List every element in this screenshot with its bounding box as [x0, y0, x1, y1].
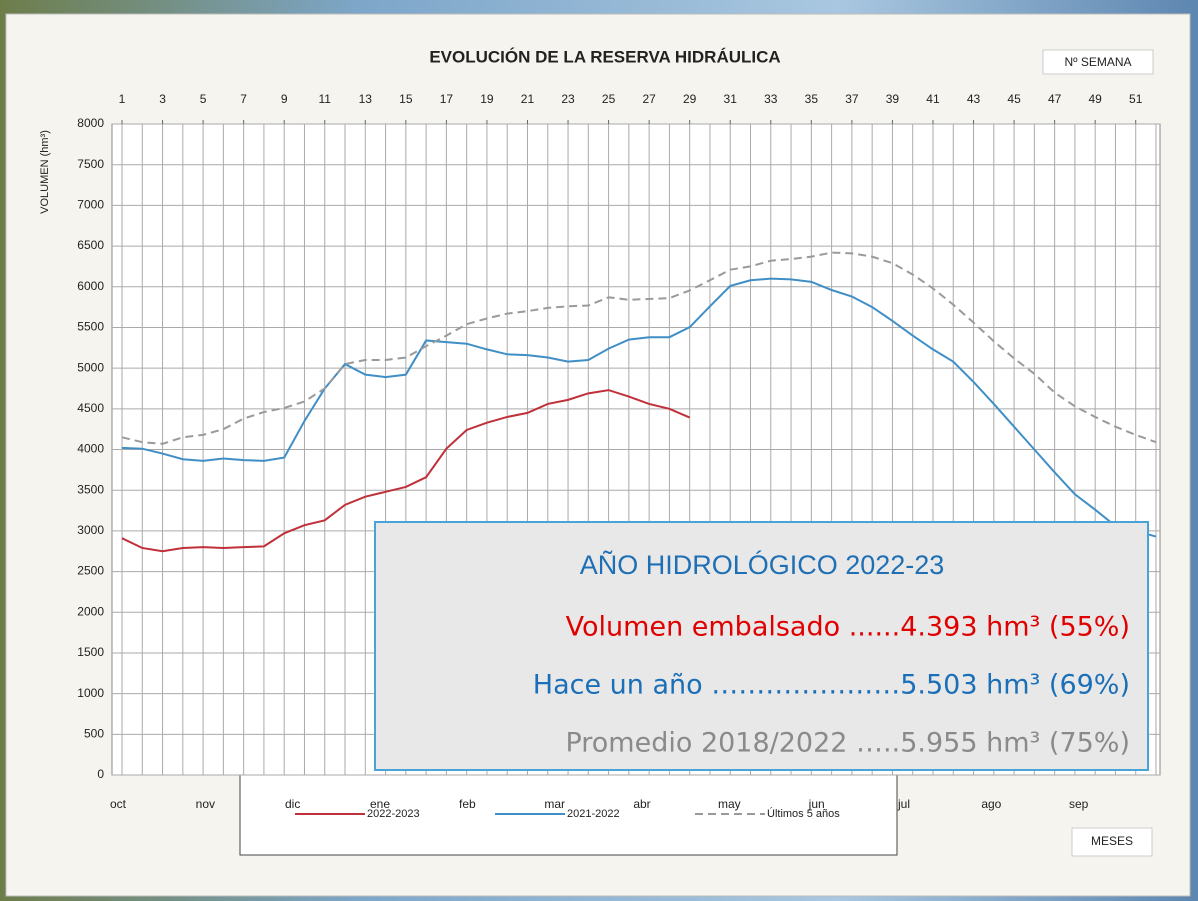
info-box: AÑO HIDROLÓGICO 2022-23 Volumen embalsado…: [374, 521, 1149, 771]
y-axis-label: VOLUMEN (hm³): [39, 130, 51, 214]
x-tick-label: 19: [480, 92, 494, 106]
y-tick-label: 6000: [77, 279, 104, 293]
months-label: MESES: [1091, 834, 1133, 848]
month-label: feb: [459, 797, 476, 811]
x-tick-label: 29: [683, 92, 697, 106]
info-line: Promedio 2018/2022 …..5.955 hm³ (75%): [565, 728, 1130, 759]
x-tick-label: 23: [561, 92, 575, 106]
x-tick-label: 41: [926, 92, 940, 106]
info-box-frame: [374, 521, 1149, 771]
x-tick-label: 35: [805, 92, 819, 106]
x-tick-label: 31: [724, 92, 738, 106]
info-line: Hace un año …………………5.503 hm³ (69%): [533, 670, 1130, 701]
y-tick-label: 1500: [77, 645, 104, 659]
month-label: ago: [981, 797, 1001, 811]
y-tick-label: 6500: [77, 238, 104, 252]
month-label: nov: [196, 797, 215, 811]
y-tick-label: 4500: [77, 401, 104, 415]
month-label: jun: [808, 797, 825, 811]
series-line: [121, 251, 1157, 445]
chart-title: EVOLUCIÓN DE LA RESERVA HIDRÁULICA: [429, 47, 780, 66]
x-tick-label: 51: [1129, 92, 1143, 106]
x-tick-label: 49: [1088, 92, 1102, 106]
months-label-box: [1071, 827, 1153, 857]
month-label: mar: [544, 797, 565, 811]
y-tick-label: 5000: [77, 360, 104, 374]
month-label: jul: [897, 797, 910, 811]
x-tick-label: 9: [281, 92, 288, 106]
x-axis-label: Nº SEMANA: [1064, 55, 1131, 69]
info-line: Volumen embalsado ......4.393 hm³ (55%): [566, 612, 1130, 643]
y-tick-label: 5500: [77, 320, 104, 334]
x-tick-label: 21: [521, 92, 535, 106]
month-label: oct: [110, 797, 127, 811]
y-tick-label: 3000: [77, 523, 104, 537]
legend-label: 2022-2023: [367, 808, 420, 820]
x-tick-label: 11: [319, 92, 332, 106]
y-tick-label: 7000: [77, 198, 104, 212]
x-tick-label: 33: [764, 92, 778, 106]
month-label: sep: [1069, 797, 1089, 811]
x-tick-label: 27: [642, 92, 656, 106]
x-tick-label: 13: [359, 92, 373, 106]
y-tick-label: 0: [97, 767, 104, 781]
x-tick-label: 1: [119, 92, 126, 106]
legend-label: Últimos 5 años: [767, 807, 840, 820]
x-tick-label: 3: [159, 92, 166, 106]
month-label: dic: [285, 797, 300, 811]
series-line: [121, 389, 691, 553]
x-tick-label: 45: [1007, 92, 1021, 106]
x-tick-label: 25: [602, 92, 616, 106]
x-tick-label: 39: [886, 92, 900, 106]
x-tick-label: 17: [440, 92, 454, 106]
x-tick-label: 47: [1048, 92, 1062, 106]
month-label: may: [718, 797, 741, 811]
y-tick-label: 4000: [77, 442, 104, 456]
y-tick-label: 2500: [77, 564, 104, 578]
legend-label: 2021-2022: [567, 808, 620, 820]
y-tick-label: 500: [84, 726, 104, 740]
x-tick-label: 43: [967, 92, 981, 106]
y-tick-label: 8000: [77, 116, 104, 130]
series-line: [121, 277, 1157, 538]
x-axis-label-box: [1042, 49, 1154, 75]
x-tick-label: 37: [845, 92, 859, 106]
info-title: AÑO HIDROLÓGICO 2022-23: [580, 549, 945, 580]
y-tick-label: 3500: [77, 482, 104, 496]
month-label: abr: [633, 797, 650, 811]
y-tick-label: 2000: [77, 604, 104, 618]
y-tick-label: 1000: [77, 686, 104, 700]
month-label: ene: [370, 797, 390, 811]
x-tick-label: 5: [200, 92, 207, 106]
x-tick-label: 7: [240, 92, 247, 106]
x-tick-label: 15: [399, 92, 413, 106]
y-tick-label: 7500: [77, 157, 104, 171]
